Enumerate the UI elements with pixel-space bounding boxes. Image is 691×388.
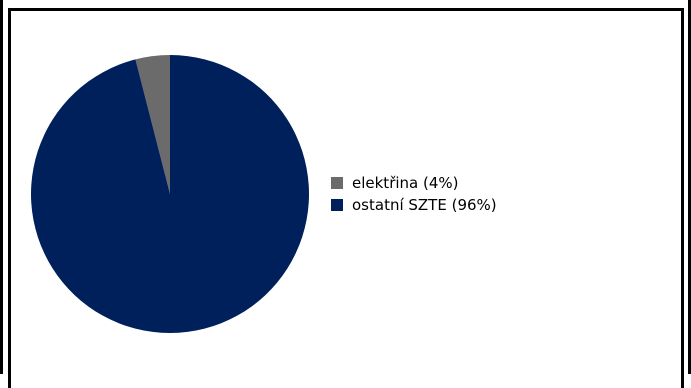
- outer-border-right: [688, 0, 691, 374]
- pie-slice-0: [135, 55, 170, 194]
- legend-swatch-0: [331, 177, 343, 189]
- header-strip: [0, 0, 691, 8]
- legend-label-0: elektřina (4%): [352, 174, 459, 192]
- pie-slices: [30, 55, 309, 333]
- legend-swatch-1: [331, 199, 343, 211]
- legend: elektřina (4%) ostatní SZTE (96%): [331, 174, 497, 214]
- pie-slice-1: [30, 55, 309, 333]
- pie-chart: elektřina (4%) ostatní SZTE (96%): [30, 55, 497, 333]
- outer-border-left: [0, 0, 3, 374]
- legend-label-1: ostatní SZTE (96%): [352, 196, 497, 214]
